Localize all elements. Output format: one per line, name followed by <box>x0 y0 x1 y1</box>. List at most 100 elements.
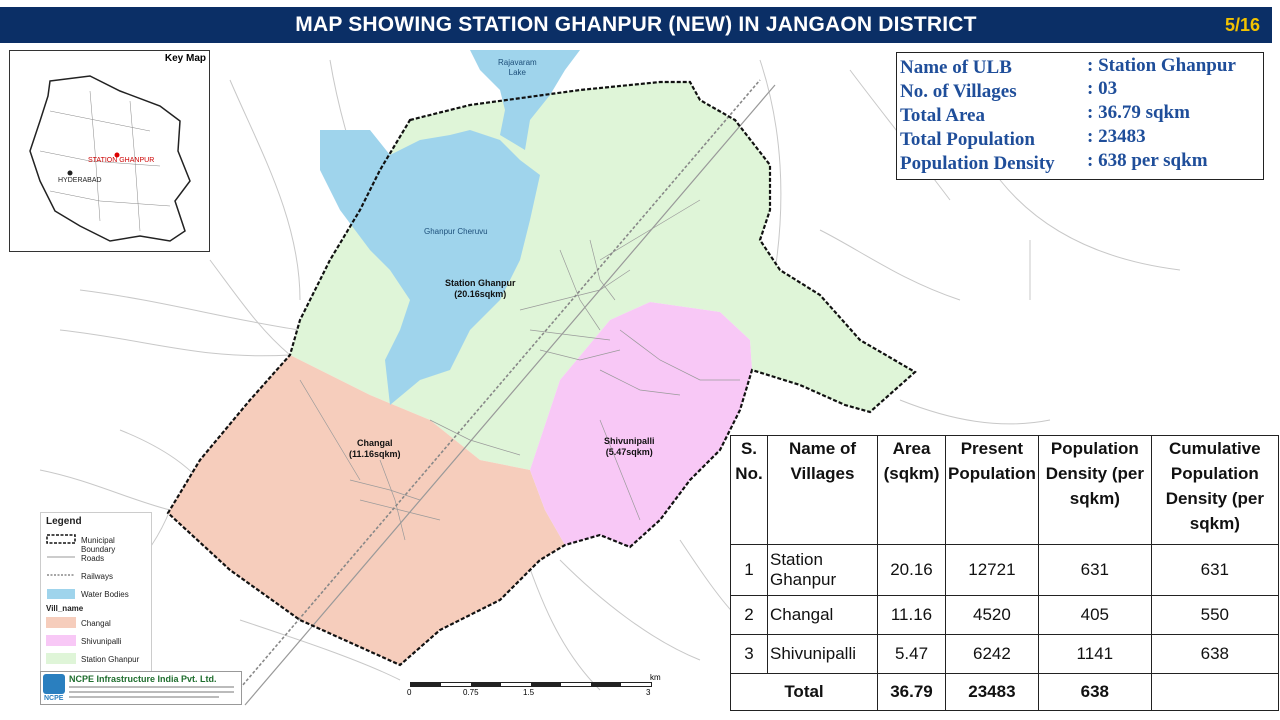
cell-density: 1141 <box>1037 634 1152 674</box>
ghanpur-cheruvu-label: Ghanpur Cheruvu <box>424 227 488 236</box>
telangana-outline <box>29 75 191 242</box>
rajavaram-lake-waterbody <box>470 50 580 150</box>
ncpe-logo-icon <box>43 674 65 694</box>
lake-label-line2: Lake <box>508 68 527 77</box>
table-row: 2 Changal 11.16 4520 405 550 <box>730 595 1279 635</box>
map-legend: Legend Municipal Boundary Roads Railways… <box>40 512 152 672</box>
info-value-ulb: : Station Ghanpur <box>1087 55 1236 76</box>
station-name-label: Station Ghanpur <box>445 278 516 288</box>
cell-density: 405 <box>1037 595 1152 635</box>
cell-cumulative: 638 <box>1150 634 1279 674</box>
station-area-label: (20.16sqkm) <box>454 289 507 299</box>
cell-sno: 1 <box>730 544 768 596</box>
header-cumulative: Cumulative Population Density (per sqkm) <box>1150 435 1279 545</box>
shivuni-name-label: Shivunipalli <box>604 436 655 446</box>
info-label-ulb: Name of ULB <box>900 57 1012 78</box>
cell-cumulative: 550 <box>1150 595 1279 635</box>
key-map-city-label: HYDERABAD <box>58 177 102 184</box>
railway-line <box>229 79 761 701</box>
rajavaram-lake-label: Rajavaram Lake <box>498 58 537 78</box>
legend-boundary-label: Municipal Boundary <box>81 536 116 554</box>
cell-area: 11.16 <box>877 595 946 635</box>
legend-symbols <box>46 534 76 599</box>
changal-label: Changal (11.16sqkm) <box>349 438 401 460</box>
logo-text-line <box>69 691 234 693</box>
info-value-density: : 638 per sqkm <box>1087 150 1208 171</box>
cell-name: Station Ghanpur <box>767 544 878 596</box>
scale-bar-graphic <box>410 682 652 687</box>
cell-sno: 2 <box>730 595 768 635</box>
header-density: Population Density (per sqkm) <box>1037 435 1152 545</box>
header-population: Present Population <box>945 435 1039 545</box>
ncpe-company-name: NCPE Infrastructure India Pvt. Ltd. <box>69 674 217 684</box>
scale-tick-0: 0 <box>407 688 412 697</box>
changal-name-label: Changal <box>357 438 393 448</box>
cell-sno: 3 <box>730 634 768 674</box>
cell-area: 5.47 <box>877 634 946 674</box>
ncpe-logo-short: NCPE <box>44 695 64 702</box>
lake-label-line1: Rajavaram <box>498 58 537 67</box>
header-name: Name of Villages <box>767 435 878 545</box>
scale-unit: km <box>650 673 661 682</box>
total-population: 23483 <box>945 673 1039 711</box>
village-roads <box>299 199 740 541</box>
page-title: MAP SHOWING STATION GHANPUR (NEW) IN JAN… <box>295 13 977 36</box>
table-row: 3 Shivunipalli 5.47 6242 1141 638 <box>730 634 1279 674</box>
legend-shivuni-swatch <box>46 635 76 646</box>
legend-shivuni-label: Shivunipalli <box>81 637 122 646</box>
legend-roads-label: Roads <box>81 554 105 563</box>
shivunipalli-label: Shivunipalli (5.47sqkm) <box>604 436 655 458</box>
legend-changal-label: Changal <box>81 619 111 628</box>
shivunipalli-region <box>530 302 752 547</box>
scale-tick-2: 1.5 <box>523 688 535 697</box>
scale-tick-1: 0.75 <box>463 688 479 697</box>
cell-population: 4520 <box>945 595 1039 635</box>
logo-text-line <box>69 686 234 688</box>
info-label-density: Population Density <box>900 153 1055 174</box>
ghanpur-cheruvu-waterbody <box>320 130 540 405</box>
map-canvas <box>39 50 1181 706</box>
key-map-station-label: STATION GHANPUR <box>88 157 155 164</box>
cell-name: Shivunipalli <box>767 634 878 674</box>
info-label-villages: No. of Villages <box>900 81 1017 102</box>
ulb-info-box: Name of ULB : Station Ghanpur No. of Vil… <box>896 52 1264 180</box>
key-map: Key Map STATION GHANPUR HYDERABAD <box>9 50 210 252</box>
shivuni-area-label: (5.47sqkm) <box>605 447 653 457</box>
cell-name: Changal <box>767 595 878 635</box>
legend-water-label: Water Bodies <box>81 590 129 599</box>
table-total-row: Total 36.79 23483 638 <box>730 673 1279 711</box>
scale-bar: 0 0.75 1.5 3 km <box>405 673 667 702</box>
legend-vill-title: Vill_name <box>46 604 84 613</box>
scale-tick-3: 3 <box>646 688 651 697</box>
total-area: 36.79 <box>877 673 946 711</box>
legend-changal-swatch <box>46 617 76 628</box>
legend-title: Legend <box>46 516 82 527</box>
header-area: Area (sqkm) <box>877 435 946 545</box>
village-table: S. No. Name of Villages Area (sqkm) Pres… <box>730 435 1279 711</box>
changal-area-label: (11.16sqkm) <box>349 449 401 459</box>
total-label: Total <box>730 673 878 711</box>
key-map-title: Key Map <box>164 53 206 64</box>
total-density: 638 <box>1037 673 1152 711</box>
info-label-population: Total Population <box>900 129 1035 150</box>
legend-station-label: Station Ghanpur <box>81 655 140 664</box>
logo-text-line <box>69 696 219 698</box>
header-sno: S. No. <box>730 435 768 545</box>
municipal-boundary <box>166 80 917 667</box>
info-value-area: : 36.79 sqkm <box>1087 102 1190 123</box>
legend-railways-label: Railways <box>81 572 114 581</box>
changal-region <box>168 355 565 665</box>
cell-population: 12721 <box>945 544 1039 596</box>
cell-cumulative: 631 <box>1150 544 1279 596</box>
table-header-row: S. No. Name of Villages Area (sqkm) Pres… <box>730 435 1279 545</box>
info-value-population: : 23483 <box>1087 126 1146 147</box>
cell-area: 20.16 <box>877 544 946 596</box>
info-label-area: Total Area <box>900 105 985 126</box>
table-row: 1 Station Ghanpur 20.16 12721 631 631 <box>730 544 1279 596</box>
title-bar: MAP SHOWING STATION GHANPUR (NEW) IN JAN… <box>0 7 1272 43</box>
info-value-villages: : 03 <box>1087 78 1118 99</box>
ncpe-logo-block: NCPE NCPE Infrastructure India Pvt. Ltd. <box>40 671 242 705</box>
main-highway <box>244 84 776 706</box>
cell-density: 631 <box>1037 544 1152 596</box>
station-ghanpur-label: Station Ghanpur (20.16sqkm) <box>445 278 516 300</box>
